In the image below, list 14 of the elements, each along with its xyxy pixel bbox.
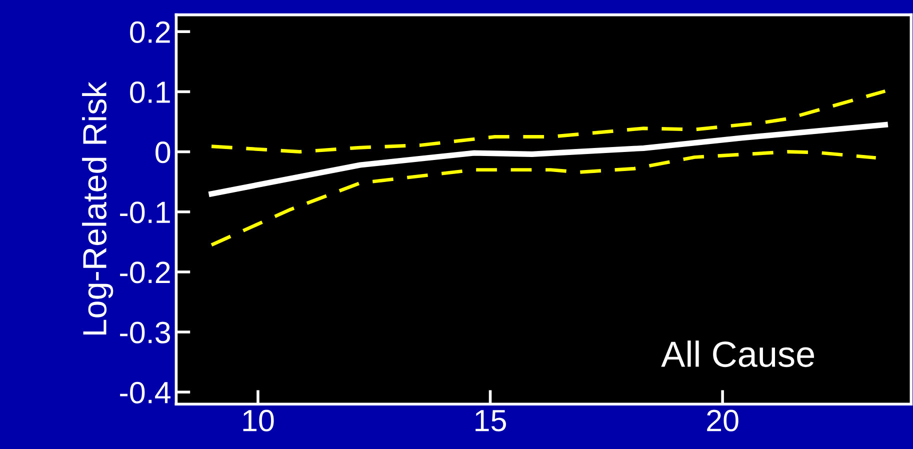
y-tick-label: -0.1	[120, 202, 170, 224]
y-tick-label: -0.4	[120, 382, 170, 404]
line-series	[210, 150, 878, 247]
y-tick-label: 0.2	[130, 21, 170, 44]
x-tick-label: 20	[707, 410, 738, 432]
y-tick-label: -0.2	[120, 262, 170, 284]
y-tick-label: 0.1	[130, 81, 170, 104]
x-tick-label: 10	[243, 410, 274, 432]
y-tick-label: -0.3	[120, 322, 170, 344]
line-series	[210, 89, 887, 154]
y-tick-label: 0	[156, 142, 170, 164]
x-tick-label: 15	[476, 410, 506, 432]
annotation: All Cause	[661, 340, 814, 368]
y-axis-title: Log-Related Risk	[82, 82, 114, 335]
